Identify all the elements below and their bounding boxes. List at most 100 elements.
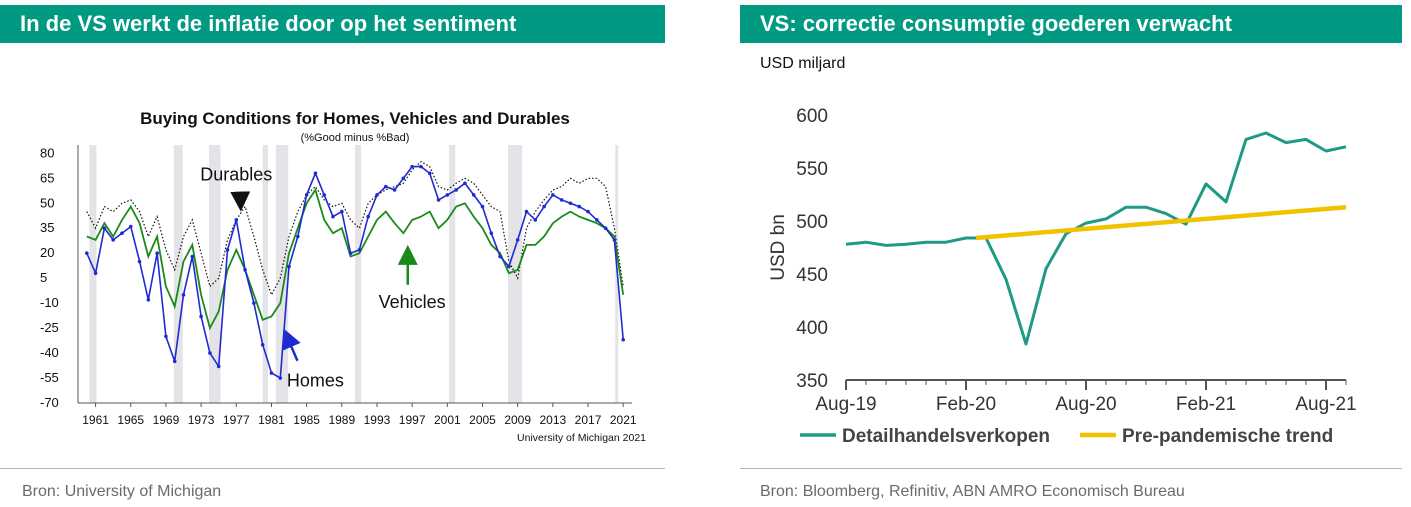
homes-point <box>313 171 318 176</box>
homes-point <box>577 204 582 209</box>
y-tick-label: 450 <box>796 265 828 286</box>
right-source-divider <box>740 468 1402 469</box>
homes-point <box>84 251 89 255</box>
homes-point <box>225 248 230 252</box>
annotation-arrow-homes <box>282 328 301 362</box>
homes-point <box>471 193 476 197</box>
homes-point <box>102 226 107 231</box>
y-tick-label: -40 <box>40 345 59 360</box>
homes-point <box>542 204 546 209</box>
x-tick-label: Feb-21 <box>1176 394 1236 415</box>
homes-point <box>155 251 159 255</box>
x-tick-label: 2009 <box>504 413 531 427</box>
homes-point <box>366 214 370 219</box>
homes-point <box>568 201 573 206</box>
recession-band-6 <box>449 145 456 403</box>
homes-point <box>603 226 608 231</box>
recession-band-5 <box>355 145 362 403</box>
recession-band-0 <box>89 145 97 403</box>
y-tick-label: 5 <box>40 270 47 285</box>
buying-conditions-chart: Buying Conditions for Homes, Vehicles an… <box>40 109 646 444</box>
recession-band-2 <box>209 145 221 403</box>
homes-point <box>419 164 423 169</box>
right-panel: VS: correctie consumptie goederen verwac… <box>740 0 1402 507</box>
x-tick-label: 2017 <box>575 413 602 427</box>
x-tick-label: Feb-20 <box>936 394 996 415</box>
annotation-durables: Durables <box>200 165 272 185</box>
right-header-title: VS: correctie consumptie goederen verwac… <box>740 5 1402 43</box>
y-tick-label: -70 <box>40 395 59 410</box>
homes-point <box>340 209 344 214</box>
x-tick-label: 1977 <box>223 413 250 427</box>
x-tick-label: 2021 <box>610 413 637 427</box>
left-header-title: In de VS werkt de inflatie door op het s… <box>0 5 665 43</box>
x-tick-label: 1973 <box>188 413 215 427</box>
left-panel: In de VS werkt de inflatie door op het s… <box>0 0 665 507</box>
homes-point <box>445 193 450 197</box>
y-tick-label: 65 <box>40 170 54 185</box>
left-source-divider <box>0 468 665 469</box>
x-tick-label: 1997 <box>399 413 426 427</box>
y-tick-label: 35 <box>40 220 54 235</box>
homes-point <box>128 224 133 229</box>
left-source: Bron: University of Michigan <box>22 483 222 500</box>
x-tick-label: 2001 <box>434 413 461 427</box>
legend-label-retail: Detailhandelsverkopen <box>842 426 1050 447</box>
homes-point <box>348 251 353 255</box>
homes-point <box>208 351 212 355</box>
homes-point <box>401 176 406 181</box>
homes-point <box>357 248 362 252</box>
homes-point <box>164 334 168 339</box>
homes-point <box>252 301 256 305</box>
series-line-vehicles <box>86 187 625 331</box>
y-tick-label: 350 <box>796 371 828 392</box>
y-tick-label: 80 <box>40 145 54 160</box>
annotation-vehicles: Vehicles <box>379 292 446 312</box>
homes-point <box>595 218 599 222</box>
homes-point <box>621 337 626 342</box>
homes-point <box>392 188 397 192</box>
series-line-homes <box>86 165 624 380</box>
homes-point <box>551 193 555 197</box>
x-tick-label: Aug-20 <box>1055 394 1116 415</box>
homes-point <box>533 218 538 222</box>
y-tick-label: 400 <box>796 318 828 339</box>
x-tick-label: 1981 <box>258 413 285 427</box>
series-line-retail <box>845 131 1347 346</box>
y-tick-label: 500 <box>796 212 828 233</box>
homes-point <box>454 188 458 192</box>
x-tick-label: 2005 <box>469 413 496 427</box>
homes-point <box>524 209 529 214</box>
homes-point <box>278 376 283 380</box>
x-tick-label: Aug-19 <box>815 394 876 415</box>
homes-point <box>269 371 274 375</box>
homes-point <box>287 264 291 269</box>
homes-point <box>199 314 203 319</box>
homes-point <box>480 204 485 209</box>
homes-point <box>463 181 467 186</box>
chart-subtitle: (%Good minus %Bad) <box>301 132 410 144</box>
homes-point <box>331 214 335 219</box>
x-tick-label: 2013 <box>540 413 567 427</box>
homes-point <box>375 193 379 197</box>
homes-point <box>181 293 186 297</box>
x-tick-label: 1961 <box>82 413 109 427</box>
homes-point <box>515 238 520 242</box>
homes-point <box>436 198 441 202</box>
retail-sales-chart: USD miljard USD bn 350 400 450 500 550 600 Aug-1… <box>760 55 1357 447</box>
recession-band-3 <box>262 145 268 403</box>
recession-band-1 <box>173 145 183 403</box>
homes-point <box>146 298 151 302</box>
homes-point <box>427 171 432 176</box>
homes-point <box>137 259 142 264</box>
homes-point <box>260 342 265 347</box>
right-source: Bron: Bloomberg, Refinitiv, ABN AMRO Eco… <box>760 483 1185 500</box>
homes-point <box>243 268 247 272</box>
homes-point <box>498 254 502 259</box>
homes-point <box>172 359 177 364</box>
y-tick-label: -10 <box>40 295 59 310</box>
homes-point <box>93 271 98 275</box>
homes-point <box>111 238 115 242</box>
homes-point <box>234 218 239 222</box>
x-tick-label: 1969 <box>153 413 180 427</box>
